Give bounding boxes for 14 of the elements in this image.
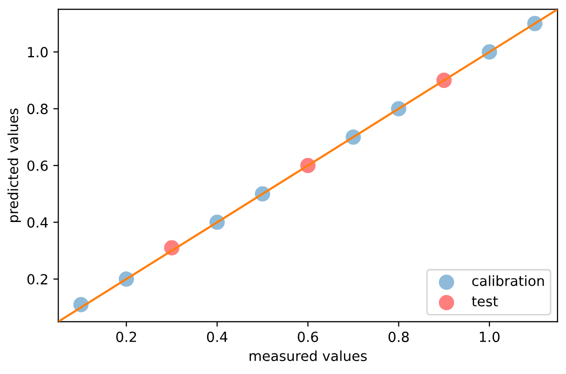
x-tick-label: 1.0 <box>480 332 500 342</box>
x-tick-label: 0.2 <box>116 332 136 342</box>
y-tick-label: 0.4 <box>27 217 48 228</box>
y-tick-label: 0.2 <box>27 274 48 285</box>
y-tick-label: 1.0 <box>28 46 48 58</box>
x-tick-label: 0.6 <box>298 332 318 342</box>
y-tick-label: 0.6 <box>27 160 48 171</box>
x-axis-title: measured values <box>250 350 367 362</box>
x-tick-label: 0.4 <box>207 332 228 342</box>
legend-label: calibration <box>472 275 544 286</box>
y-axis-title: predicted values <box>7 108 21 222</box>
y-tick-label: 0.8 <box>27 104 48 114</box>
x-tick-label: 0.8 <box>388 332 409 342</box>
legend-label: test <box>472 296 498 306</box>
